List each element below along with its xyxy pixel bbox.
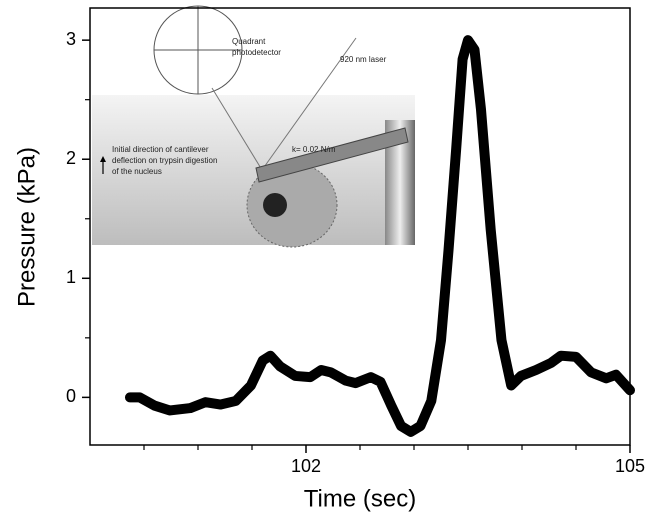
y-axis-label: Pressure (kPa) [13,147,40,307]
inset-label: photodetector [232,48,281,57]
cantilever [255,127,409,183]
x-axis-label: Time (sec) [304,485,416,512]
direction-arrow-head [100,156,106,162]
data-line [124,35,635,437]
inset-label: k= 0.02 N/m [292,145,336,154]
inset-label: Quadrant [232,37,266,46]
x-tick-label: 102 [291,456,321,476]
laser-ray [261,37,357,171]
y-tick-label: 0 [66,386,76,406]
inset-label: Initial direction of cantilever [112,145,209,154]
inset-label: of the nucleus [112,167,162,176]
x-tick-label: 105 [615,456,645,476]
inset-diagram [92,5,415,248]
inset-label: 920 nm laser [340,55,387,64]
y-tick-label: 3 [66,29,76,49]
inset-label: deflection on trypsin digestion [112,156,217,165]
bead [263,193,287,217]
y-tick-label: 2 [66,148,76,168]
laser-ray [211,87,263,171]
y-tick-label: 1 [66,267,76,287]
